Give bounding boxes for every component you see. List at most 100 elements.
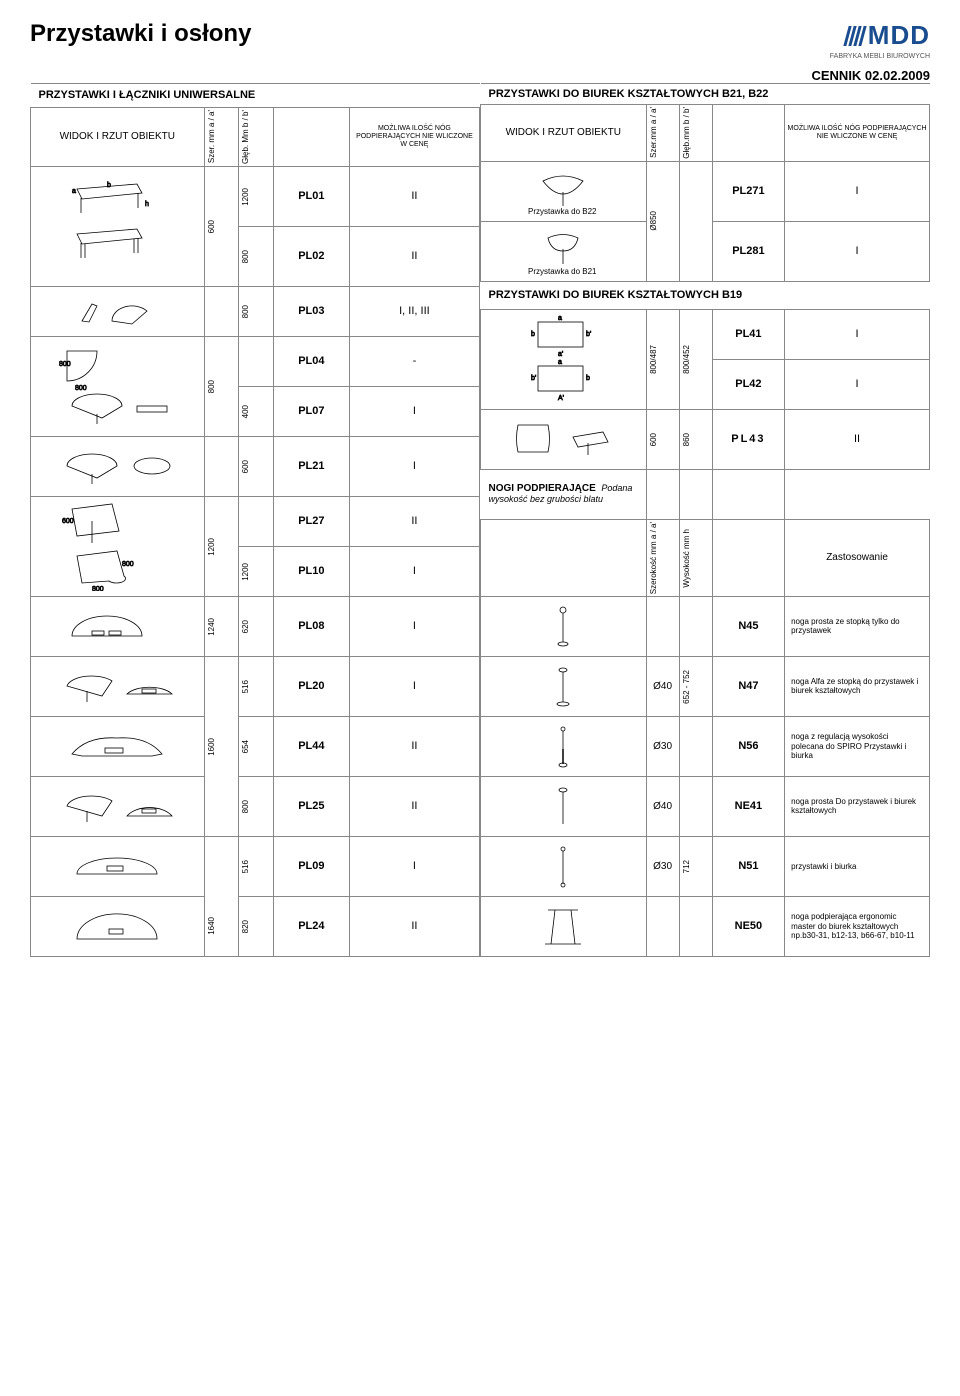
lvl-pl43: II <box>785 409 930 469</box>
lvl-pl20: I <box>349 656 479 716</box>
gleb-pl41: 800/452 <box>680 343 693 376</box>
sym-pl24: PL24 <box>273 896 349 956</box>
col-gleb-header-r: Głęb.mm b / b' <box>680 105 693 161</box>
desc-n51: przystawki i biurka <box>785 836 930 896</box>
logo-bars-icon <box>846 26 864 46</box>
price-list-date: CENNIK 02.02.2009 <box>30 68 930 83</box>
view-pl04: 800800 <box>31 336 205 436</box>
lvl-pl10: I <box>349 546 479 596</box>
szer-pl08: 1240 <box>205 616 218 638</box>
gleb-pl21: 600 <box>239 458 252 475</box>
lvl-pl08: I <box>349 596 479 656</box>
sym-pl42: PL42 <box>712 359 784 409</box>
svg-text:Przystawka do B21: Przystawka do B21 <box>528 267 597 276</box>
view-pl01: abh <box>31 166 205 286</box>
svg-text:Przystawka do B22: Przystawka do B22 <box>528 207 597 216</box>
brand-logo: MDD FABRYKA MEBLI BIUROWYCH <box>830 20 930 60</box>
lvl-pl24: II <box>349 896 479 956</box>
lvl-pl271: I <box>785 161 930 221</box>
page-title: Przystawki i osłony <box>30 20 251 48</box>
szer-pl04: 800 <box>205 378 218 395</box>
brand-subtitle: FABRYKA MEBLI BIUROWYCH <box>830 53 930 60</box>
right-table: PRZYSTAWKI DO BIUREK KSZTAŁTOWYCH B21, B… <box>480 83 930 957</box>
sym-pl09: PL09 <box>273 836 349 896</box>
sym-pl25: PL25 <box>273 776 349 836</box>
sym-pl02: PL02 <box>273 226 349 286</box>
svg-text:600: 600 <box>62 518 74 525</box>
lvl-pl02: II <box>349 226 479 286</box>
lvl-pl25: II <box>349 776 479 836</box>
szer-pl43: 600 <box>647 431 660 448</box>
sym-n56: N56 <box>712 716 784 776</box>
lvl-pl04: - <box>349 336 479 386</box>
lvl-pl41: I <box>785 309 930 359</box>
view-pl20 <box>31 656 205 716</box>
col-nogi-wys: Wysokość mm h <box>680 527 693 590</box>
svg-text:b: b <box>531 331 535 338</box>
view-pl43 <box>481 409 647 469</box>
sym-pl44: PL44 <box>273 716 349 776</box>
view-pl44 <box>31 716 205 776</box>
svg-text:h: h <box>145 201 149 208</box>
sym-ne41: NE41 <box>712 776 784 836</box>
b19-heading: PRZYSTAWKI DO BIUREK KSZTAŁTOWYCH B19 <box>481 281 930 309</box>
szer-pl271: Ø850 <box>647 209 660 233</box>
svg-text:a: a <box>72 188 76 195</box>
desc-n47: noga Alfa ze stopką do przystawek i biur… <box>785 656 930 716</box>
sym-pl21: PL21 <box>273 436 349 496</box>
view-ne41 <box>481 776 647 836</box>
left-table: PRZYSTAWKI I ŁĄCZNIKI UNIWERSALNE WIDOK … <box>30 83 480 957</box>
sym-pl10: PL10 <box>273 546 349 596</box>
sym-pl43: PL43 <box>712 409 784 469</box>
view-pl08 <box>31 596 205 656</box>
gleb-pl10: 1200 <box>239 561 252 583</box>
nogi-heading: NOGI PODPIERAJĄCE Podana wysokość bez gr… <box>481 469 647 519</box>
desc-n56: noga z regulacją wysokości polecana do S… <box>785 716 930 776</box>
svg-text:a: a <box>558 315 562 322</box>
gleb-pl08: 620 <box>239 618 252 635</box>
svg-text:b': b' <box>586 331 591 338</box>
wys-n47: 652 - 752 <box>680 668 693 706</box>
lvl-pl281: I <box>785 221 930 281</box>
view-pl09 <box>31 836 205 896</box>
gleb-pl44: 654 <box>239 738 252 755</box>
left-heading: PRZYSTAWKI I ŁĄCZNIKI UNIWERSALNE <box>31 84 480 108</box>
svg-text:800: 800 <box>92 586 104 591</box>
col-view-header-r: WIDOK I RZUT OBIEKTU <box>481 105 647 162</box>
gleb-pl09: 516 <box>239 858 252 875</box>
sym-ne50: NE50 <box>712 896 784 956</box>
gleb-pl04 <box>239 336 274 386</box>
svg-text:800: 800 <box>122 561 134 568</box>
col-zastosowanie: Zastosowanie <box>785 519 930 596</box>
sym-pl281: PL281 <box>712 221 784 281</box>
col-szer-header: Szer. mm a / a' <box>205 108 218 165</box>
brand-name: MDD <box>868 20 930 51</box>
view-pl21 <box>31 436 205 496</box>
szer-pl24: 1640 <box>205 915 218 937</box>
col-level-header-r: MOŻLIWA ILOŚĆ NÓG PODPIERAJĄCYCH NIE WLI… <box>785 105 930 162</box>
gleb-pl27 <box>239 496 274 546</box>
gleb-pl25: 800 <box>239 798 252 815</box>
view-ne50 <box>481 896 647 956</box>
gleb-pl03: 800 <box>239 303 252 320</box>
szer-pl27: 1200 <box>205 536 218 558</box>
desc-ne50: noga podpierająca ergonomic master do bi… <box>785 896 930 956</box>
lvl-pl44: II <box>349 716 479 776</box>
col-gleb-header: Głęb. Mm b / b' <box>239 108 252 166</box>
lvl-pl09: I <box>349 836 479 896</box>
desc-n45: noga prosta ze stopką tylko do przystawe… <box>785 596 930 656</box>
szer-pl41: 800/487 <box>647 343 660 376</box>
wys-n51: 712 <box>680 858 693 875</box>
view-pl27: 600 800 800 <box>31 496 205 596</box>
svg-text:a': a' <box>558 351 563 358</box>
lvl-pl07: I <box>349 386 479 436</box>
szer-pl01: 600 <box>205 218 218 235</box>
view-n56 <box>481 716 647 776</box>
col-szer-header-r: Szer.mm a / a' <box>647 105 660 160</box>
desc-ne41: noga prosta Do przystawek i biurek kszta… <box>785 776 930 836</box>
view-n47 <box>481 656 647 716</box>
szer-n56: Ø30 <box>646 716 679 776</box>
sym-n51: N51 <box>712 836 784 896</box>
sym-pl03: PL03 <box>273 286 349 336</box>
gleb-pl20: 516 <box>239 678 252 695</box>
